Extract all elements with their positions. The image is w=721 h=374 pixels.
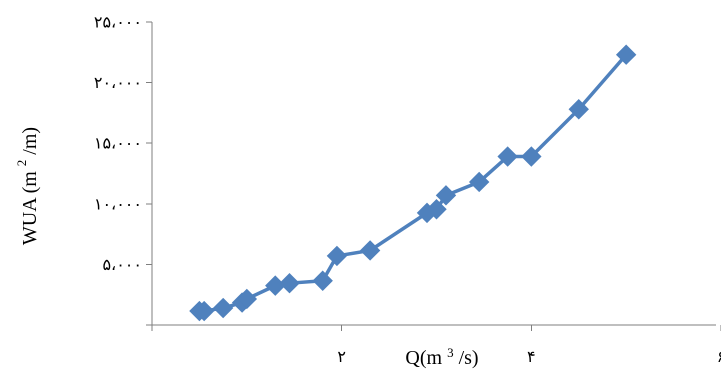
y-axis-title-suffix: /m)	[19, 127, 41, 155]
y-tick-label: ۵،۰۰۰	[102, 255, 142, 274]
data-point-marker	[497, 146, 518, 167]
data-point-marker	[426, 199, 447, 220]
y-tick-label: ۱۰،۰۰۰	[94, 194, 142, 213]
data-point-marker	[312, 270, 333, 291]
x-axis-title-prefix: Q(m	[405, 347, 442, 369]
y-tick-label: ۱۵،۰۰۰	[94, 134, 142, 153]
data-point-marker	[468, 171, 490, 193]
data-point-marker	[615, 44, 637, 65]
x-axis-title-superscript: 3	[447, 345, 454, 360]
x-tick-label: ۴	[527, 347, 536, 366]
markers-layer	[189, 44, 637, 322]
y-axis-title-prefix: WUA (m	[19, 171, 41, 245]
data-point-marker	[568, 99, 589, 120]
data-point-marker	[521, 146, 542, 167]
data-point-marker	[359, 240, 381, 261]
data-point-marker	[279, 272, 300, 294]
y-tick-label: ۲۰،۰۰۰	[94, 73, 142, 92]
series-layer	[197, 52, 628, 313]
data-point-marker	[435, 185, 457, 206]
series-line	[197, 52, 628, 313]
x-axis-title: Q(m 3 /s)	[405, 345, 478, 370]
y-tick-label: ۲۵،۰۰۰	[94, 13, 142, 32]
data-point-marker	[193, 300, 215, 322]
y-axis-title: WUA (m 2 /m)	[14, 127, 40, 245]
data-point-marker	[326, 245, 348, 267]
data-point-marker	[236, 288, 258, 310]
data-point-marker	[212, 297, 234, 319]
x-tick-label: ۶	[717, 347, 721, 366]
x-axis-title-suffix: /s)	[459, 347, 479, 369]
x-tick-label: ۲	[337, 347, 346, 366]
y-axis-title-superscript: 2	[14, 160, 29, 167]
ticks-layer: ۵،۰۰۰ ۱۰،۰۰۰ ۱۵،۰۰۰ ۲۰،۰۰۰ ۲۵،۰۰۰ ۲ ۴ ۶	[94, 13, 721, 366]
axes-layer	[151, 22, 716, 326]
